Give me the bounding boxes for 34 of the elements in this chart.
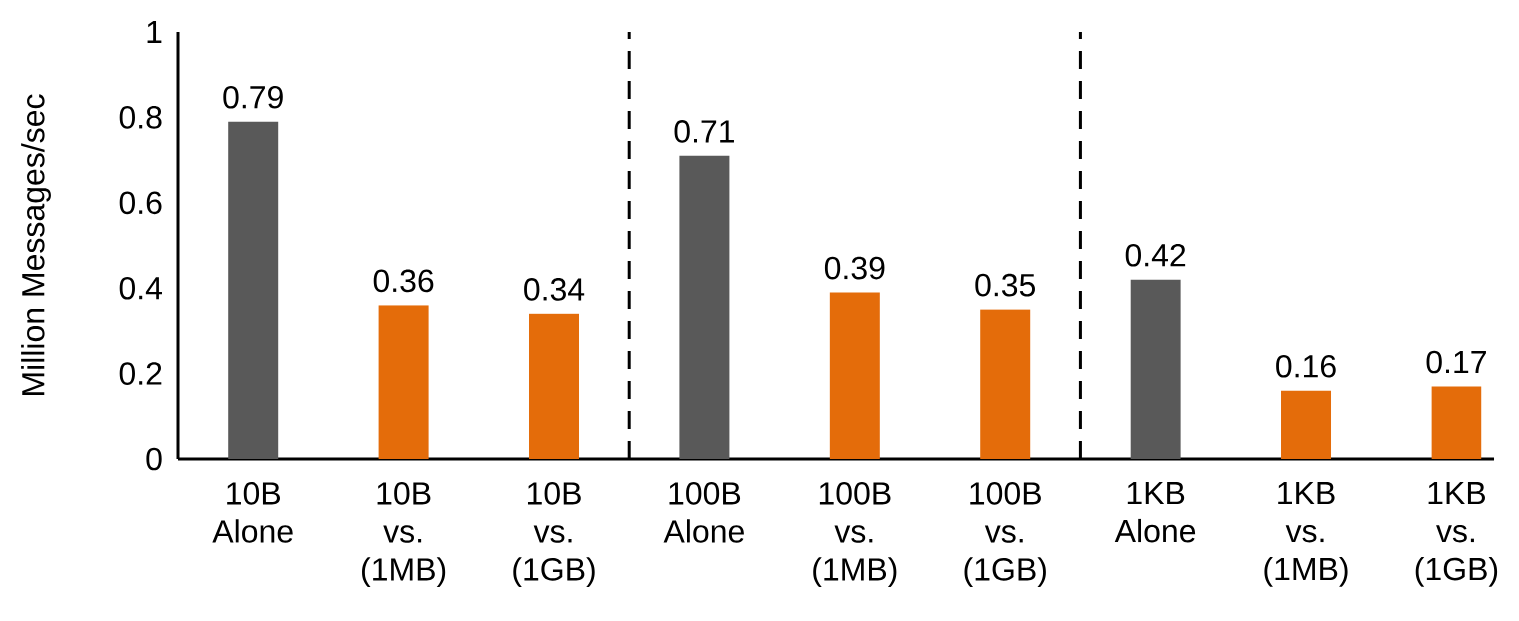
bar xyxy=(829,292,880,459)
data-label: 0.35 xyxy=(975,273,1035,297)
data-label: 0.36 xyxy=(373,269,434,293)
y-tick-label: 0.2 xyxy=(119,362,162,385)
x-tick-label: 100B Alone xyxy=(663,482,744,543)
bar xyxy=(1431,386,1482,459)
x-tick-label: 100B vs. (1GB) xyxy=(964,482,1046,588)
bar xyxy=(228,121,279,459)
data-label: 0.71 xyxy=(674,120,734,143)
y-tick-label: 0.8 xyxy=(119,106,162,129)
x-tick-label: 1KB Alone xyxy=(1114,482,1196,543)
x-tick-label: 100B vs. (1MB) xyxy=(813,482,897,588)
bar xyxy=(1130,279,1181,459)
data-label: 0.42 xyxy=(1125,243,1186,267)
data-label: 0.16 xyxy=(1276,354,1336,378)
y-tick-label: 1 xyxy=(147,20,162,43)
x-tick-label: 1KB vs. (1MB) xyxy=(1264,482,1348,587)
x-tick-label: 1KB vs. (1GB) xyxy=(1415,482,1498,587)
data-label: 0.17 xyxy=(1426,350,1486,374)
data-label: 0.79 xyxy=(223,85,283,109)
data-label: 0.34 xyxy=(524,278,585,301)
bar xyxy=(1281,390,1332,459)
x-tick-label: 10B vs. (1GB) xyxy=(513,482,595,588)
y-axis-title: Million Messages/sec xyxy=(21,94,51,395)
bar xyxy=(378,305,429,459)
y-tick-label: 0.6 xyxy=(119,191,162,215)
bar xyxy=(529,313,580,459)
y-tick-label: 0 xyxy=(146,447,162,471)
x-tick-label: 10B vs. (1MB) xyxy=(362,482,446,588)
data-label: 0.39 xyxy=(824,256,885,280)
y-tick-label: 0.4 xyxy=(119,276,162,300)
bar xyxy=(980,309,1031,459)
bar xyxy=(679,155,730,459)
x-tick-label: 10B Alone xyxy=(212,482,293,543)
